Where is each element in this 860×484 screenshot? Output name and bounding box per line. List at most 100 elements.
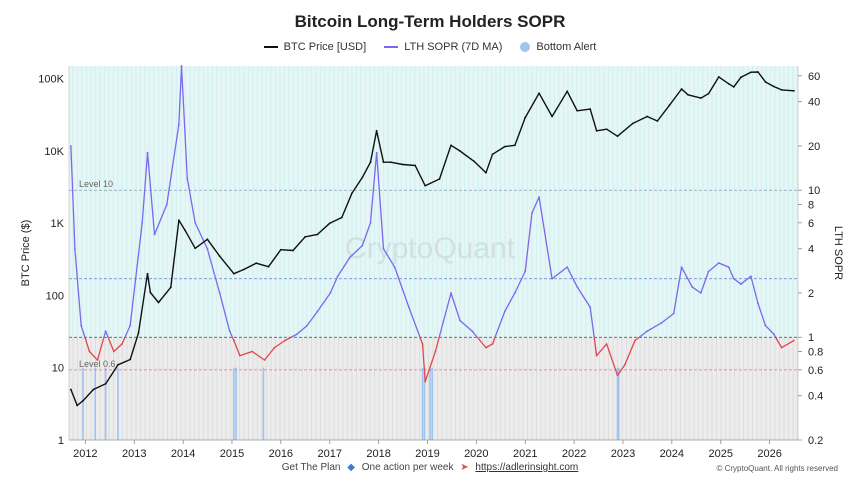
- sopr-line-segment: [382, 248, 396, 268]
- btc-price-point: [117, 363, 119, 366]
- sopr-line-segment: [229, 330, 233, 338]
- x-tick-label: 2024: [660, 448, 684, 460]
- btc-price-point: [424, 184, 427, 187]
- sopr-point: [349, 256, 351, 259]
- btc-price-point: [656, 120, 659, 122]
- btc-price-point: [194, 247, 197, 250]
- sopr-point: [732, 277, 735, 280]
- y-left-axis-title: BTC Price ($): [20, 220, 32, 287]
- btc-price-point: [589, 108, 592, 110]
- sopr-point: [707, 270, 710, 273]
- sopr-point: [238, 354, 241, 357]
- sopr-line-segment: [153, 204, 168, 235]
- sopr-line-segment: [531, 196, 540, 214]
- btc-price-point: [177, 219, 180, 222]
- sopr-point: [180, 65, 183, 67]
- sopr-point: [382, 247, 385, 250]
- legend-item-sopr[interactable]: LTH SOPR (7D MA): [384, 41, 502, 53]
- sopr-line-segment: [70, 145, 76, 249]
- sopr-line-segment: [296, 325, 308, 335]
- level-label: Level 0.6: [79, 359, 116, 369]
- btc-price-point: [401, 163, 404, 166]
- btc-price-point: [524, 116, 527, 119]
- legend-label-btc: BTC Price [USD]: [283, 41, 367, 53]
- sopr-point: [740, 283, 742, 285]
- btc-price-point: [340, 216, 343, 219]
- sopr-point: [306, 324, 308, 327]
- sopr-point: [375, 151, 378, 154]
- sopr-point: [112, 350, 115, 353]
- sopr-line-segment: [757, 303, 767, 326]
- sopr-point: [634, 339, 636, 342]
- footer-link[interactable]: https://adlerinsight.com: [475, 462, 579, 473]
- sopr-point: [646, 330, 649, 333]
- sopr-point: [263, 359, 266, 361]
- btc-price-point: [157, 301, 160, 304]
- btc-price-point: [69, 388, 72, 391]
- sopr-point: [605, 343, 608, 345]
- sopr-line-segment: [408, 307, 421, 338]
- sopr-line-segment: [107, 337, 115, 352]
- y-right-axis-title: LTH SOPR: [832, 226, 844, 280]
- x-tick-label: 2019: [415, 448, 439, 460]
- sopr-line-segment: [369, 152, 378, 223]
- legend-swatch-sopr: [384, 46, 399, 48]
- legend-item-btc[interactable]: BTC Price [USD]: [263, 41, 367, 53]
- x-tick-label: 2025: [709, 448, 733, 460]
- sopr-point: [531, 212, 533, 214]
- btc-price-point: [727, 82, 730, 85]
- sopr-point: [566, 266, 569, 269]
- sopr-line-segment: [349, 245, 363, 258]
- btc-price-point: [631, 122, 634, 125]
- sopr-point: [186, 177, 189, 180]
- x-tick-label: 2012: [73, 448, 97, 460]
- legend-swatch-btc: [263, 46, 278, 48]
- sopr-point: [727, 266, 730, 269]
- btc-price-point: [513, 144, 516, 147]
- y-left-tick-label: 100K: [38, 74, 64, 86]
- btc-price-point: [267, 265, 270, 268]
- btc-price-point: [551, 115, 553, 118]
- btc-price-point: [350, 192, 353, 195]
- sopr-line-segment: [606, 343, 619, 376]
- sopr-point: [513, 292, 516, 294]
- watermark: CryptoQuant: [345, 232, 516, 265]
- btc-price-point: [473, 160, 475, 163]
- sopr-point: [485, 346, 487, 349]
- btc-price-point: [503, 145, 506, 148]
- level-lines: Level 10 Level 0.6: [69, 179, 798, 371]
- btc-price-point: [538, 92, 540, 95]
- legend-item-alert[interactable]: Bottom Alert: [520, 41, 596, 53]
- legend-swatch-alert: [520, 42, 531, 52]
- btc-price-point: [184, 229, 186, 232]
- y-right-tick-label: 10: [808, 185, 820, 197]
- sopr-line-segment: [681, 266, 693, 288]
- sopr-point: [421, 343, 424, 345]
- sopr-line-segment: [180, 65, 188, 179]
- btc-price-point: [369, 161, 372, 164]
- y-right-tick-label: 2: [808, 288, 814, 300]
- btc-price-point: [605, 128, 608, 131]
- sopr-line-segment: [616, 364, 626, 376]
- sopr-line-segment: [194, 222, 208, 250]
- sopr-line-segment: [733, 278, 742, 285]
- btc-price-point: [169, 286, 172, 289]
- btc-price-point: [206, 238, 209, 241]
- sopr-line-segment: [113, 343, 123, 352]
- sopr-line-segment: [74, 248, 82, 326]
- btc-price-point: [279, 248, 282, 251]
- sopr-point: [660, 322, 663, 324]
- sopr-line-segment: [660, 313, 675, 324]
- sopr-point: [218, 292, 221, 294]
- sopr-line-segment: [129, 222, 143, 326]
- y-right-tick-label: 20: [808, 141, 820, 153]
- btc-price-point: [76, 404, 79, 407]
- sopr-point: [284, 339, 286, 342]
- plot-background: [69, 66, 798, 440]
- sopr-point: [165, 203, 168, 206]
- sopr-line-segment: [691, 286, 702, 294]
- sopr-point: [616, 374, 619, 377]
- sopr-point: [623, 363, 626, 366]
- sopr-line-segment: [424, 351, 436, 382]
- sopr-point: [361, 244, 364, 247]
